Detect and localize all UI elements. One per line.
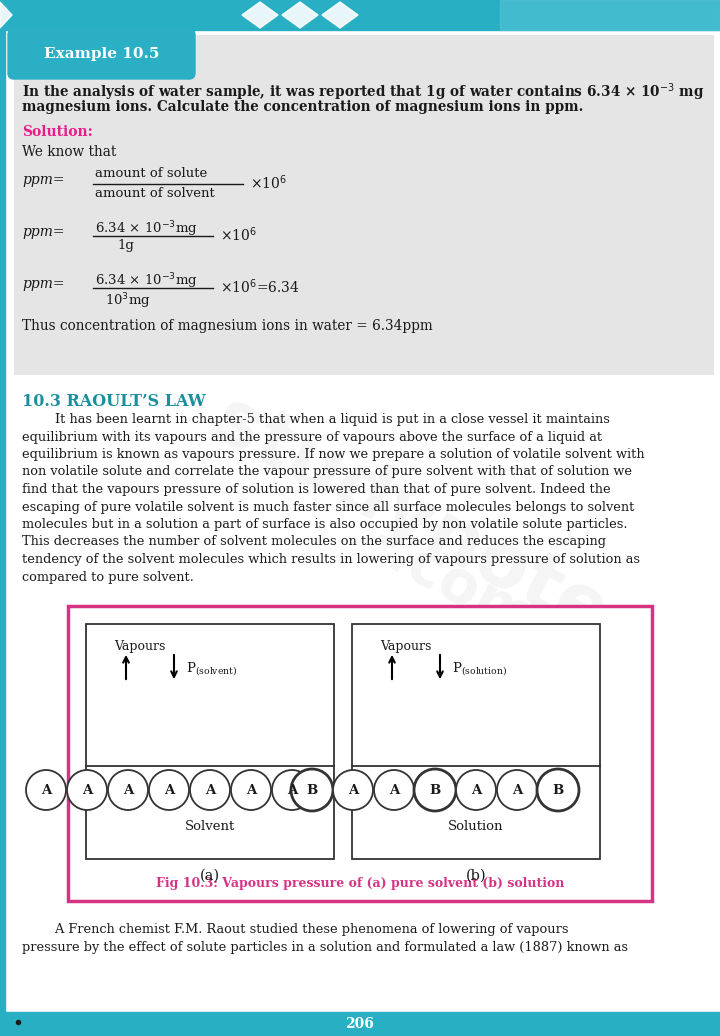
- FancyBboxPatch shape: [8, 29, 195, 79]
- Text: equilibrium with its vapours and the pressure of vapours above the surface of a : equilibrium with its vapours and the pre…: [22, 431, 602, 443]
- Text: A: A: [348, 783, 358, 797]
- Text: A: A: [123, 783, 133, 797]
- Text: It has been learnt in chapter-5 that when a liquid is put in a close vessel it m: It has been learnt in chapter-5 that whe…: [22, 413, 610, 426]
- Text: A: A: [246, 783, 256, 797]
- Text: 10.3 RAOULT’S LAW: 10.3 RAOULT’S LAW: [22, 393, 206, 410]
- Text: non volatile solute and correlate the vapour pressure of pure solvent with that : non volatile solute and correlate the va…: [22, 465, 632, 479]
- Text: A: A: [287, 783, 297, 797]
- Circle shape: [108, 770, 148, 810]
- Text: 1g: 1g: [117, 239, 134, 252]
- Text: molecules but in a solution a part of surface is also occupied by non volatile s: molecules but in a solution a part of su…: [22, 518, 628, 531]
- Text: Solution: Solution: [449, 821, 504, 833]
- Bar: [0, 0, 720, 30]
- Text: Vapours: Vapours: [114, 640, 166, 653]
- Text: equilibrium is known as vapours pressure. If now we prepare a solution of volati: equilibrium is known as vapours pressure…: [22, 448, 644, 461]
- Bar: [86, 624, 334, 859]
- Text: B: B: [307, 783, 318, 797]
- Text: This decreases the number of solvent molecules on the surface and reduces the es: This decreases the number of solvent mol…: [22, 536, 606, 548]
- Text: In the analysis of water sample, it was reported that 1g of water contains 6.34 : In the analysis of water sample, it was …: [22, 81, 704, 103]
- Text: A: A: [41, 783, 51, 797]
- Text: Example 10.5: Example 10.5: [44, 47, 159, 61]
- Bar: [14, 35, 714, 375]
- Circle shape: [414, 769, 456, 811]
- Text: 6.34 × 10$^{-3}$mg: 6.34 × 10$^{-3}$mg: [95, 271, 198, 291]
- Text: A: A: [205, 783, 215, 797]
- Bar: [500, 0, 720, 30]
- Text: amount of solute: amount of solute: [95, 167, 207, 180]
- Bar: [68, 606, 652, 901]
- Circle shape: [67, 770, 107, 810]
- Circle shape: [26, 770, 66, 810]
- Text: pressure by the effect of solute particles in a solution and formulated a law (1: pressure by the effect of solute particl…: [22, 941, 628, 953]
- Text: Vapours: Vapours: [380, 640, 431, 653]
- Text: A: A: [389, 783, 399, 797]
- Polygon shape: [282, 2, 318, 28]
- Polygon shape: [242, 2, 278, 28]
- Text: tendency of the solvent molecules which results in lowering of vapours pressure : tendency of the solvent molecules which …: [22, 553, 640, 566]
- Text: Fig 10.3: Vapours pressure of (a) pure solvent (b) solution: Fig 10.3: Vapours pressure of (a) pure s…: [156, 876, 564, 890]
- Text: A: A: [512, 783, 522, 797]
- Text: (a): (a): [200, 869, 220, 883]
- Text: A: A: [82, 783, 92, 797]
- Circle shape: [149, 770, 189, 810]
- Text: Solvent: Solvent: [185, 821, 235, 833]
- Bar: [352, 624, 600, 859]
- Text: Solution:: Solution:: [22, 125, 93, 139]
- Text: P$_\mathregular{(solvent)}$: P$_\mathregular{(solvent)}$: [186, 660, 238, 677]
- Text: ×10$^{6}$=6.34: ×10$^{6}$=6.34: [220, 277, 300, 295]
- Text: studynotes: studynotes: [200, 384, 660, 677]
- Text: 206: 206: [346, 1017, 374, 1031]
- Polygon shape: [322, 2, 358, 28]
- Text: ×10$^{6}$: ×10$^{6}$: [250, 173, 287, 192]
- Circle shape: [456, 770, 496, 810]
- Text: compared to pure solvent.: compared to pure solvent.: [22, 571, 194, 583]
- Text: ppm=: ppm=: [22, 173, 65, 188]
- Text: A: A: [164, 783, 174, 797]
- Text: ppm=: ppm=: [22, 277, 65, 291]
- Text: (b): (b): [466, 869, 486, 883]
- Text: ×10$^{6}$: ×10$^{6}$: [220, 225, 257, 243]
- Circle shape: [291, 769, 333, 811]
- Bar: [0, 30, 5, 1036]
- Circle shape: [190, 770, 230, 810]
- Circle shape: [497, 770, 537, 810]
- Text: 10$^{3}$mg: 10$^{3}$mg: [105, 291, 151, 311]
- Circle shape: [231, 770, 271, 810]
- Circle shape: [374, 770, 414, 810]
- Text: .com: .com: [377, 527, 543, 653]
- Text: find that the vapours pressure of solution is lowered than that of pure solvent.: find that the vapours pressure of soluti…: [22, 483, 611, 496]
- Text: P$_\mathregular{(solution)}$: P$_\mathregular{(solution)}$: [452, 660, 507, 677]
- Text: escaping of pure volatile solvent is much faster since all surface molecules bel: escaping of pure volatile solvent is muc…: [22, 500, 634, 514]
- Text: ppm=: ppm=: [22, 225, 65, 239]
- Text: A French chemist F.M. Raout studied these phenomena of lowering of vapours: A French chemist F.M. Raout studied thes…: [22, 923, 569, 936]
- Text: 6.34 × 10$^{-3}$mg: 6.34 × 10$^{-3}$mg: [95, 219, 198, 238]
- Bar: [0, 1012, 720, 1036]
- Text: amount of solvent: amount of solvent: [95, 188, 215, 200]
- Text: We know that: We know that: [22, 145, 117, 159]
- Text: Thus concentration of magnesium ions in water = 6.34ppm: Thus concentration of magnesium ions in …: [22, 319, 433, 333]
- Polygon shape: [0, 2, 12, 28]
- Circle shape: [272, 770, 312, 810]
- Text: B: B: [552, 783, 564, 797]
- Text: A: A: [471, 783, 481, 797]
- Text: magnesium ions. Calculate the concentration of magnesium ions in ppm.: magnesium ions. Calculate the concentrat…: [22, 100, 583, 114]
- Circle shape: [537, 769, 579, 811]
- Circle shape: [333, 770, 373, 810]
- Text: B: B: [429, 783, 441, 797]
